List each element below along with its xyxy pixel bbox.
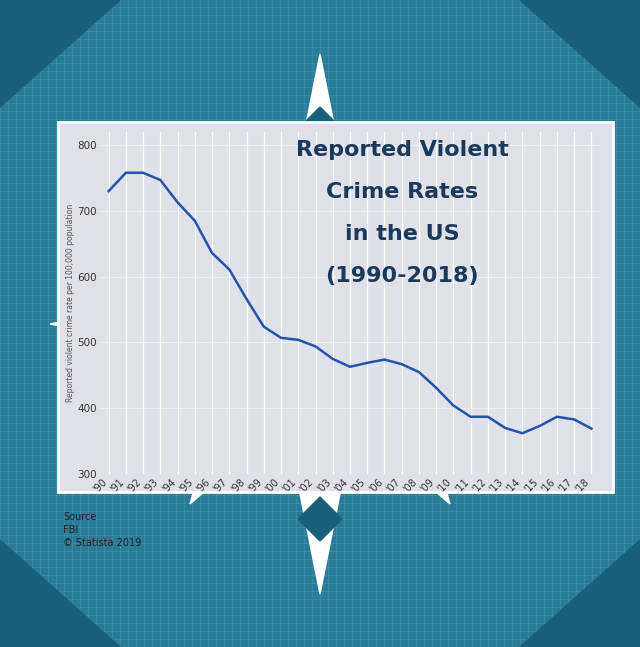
Polygon shape bbox=[340, 344, 500, 454]
Polygon shape bbox=[298, 107, 342, 151]
Polygon shape bbox=[140, 194, 300, 304]
Polygon shape bbox=[290, 54, 350, 204]
Text: (1990-2018): (1990-2018) bbox=[325, 266, 479, 286]
Text: in the US: in the US bbox=[345, 224, 460, 244]
Polygon shape bbox=[298, 497, 342, 541]
Bar bbox=[58, 122, 613, 492]
Polygon shape bbox=[158, 162, 202, 206]
Polygon shape bbox=[255, 259, 385, 389]
Polygon shape bbox=[438, 162, 482, 206]
Text: Source
FBI
© Statista 2019: Source FBI © Statista 2019 bbox=[63, 512, 141, 549]
Polygon shape bbox=[0, 0, 120, 107]
Polygon shape bbox=[440, 294, 590, 354]
Polygon shape bbox=[50, 294, 200, 354]
Polygon shape bbox=[520, 540, 640, 647]
Polygon shape bbox=[290, 444, 350, 594]
Polygon shape bbox=[232, 236, 408, 411]
Text: Crime Rates: Crime Rates bbox=[326, 182, 478, 202]
Polygon shape bbox=[190, 344, 300, 504]
Polygon shape bbox=[103, 302, 147, 346]
Polygon shape bbox=[340, 344, 450, 504]
Polygon shape bbox=[190, 144, 300, 304]
Polygon shape bbox=[0, 540, 120, 647]
Polygon shape bbox=[340, 194, 500, 304]
Y-axis label: Reported violent crime rate per 100,000 population: Reported violent crime rate per 100,000 … bbox=[66, 204, 75, 402]
Text: Reported Violent: Reported Violent bbox=[296, 140, 509, 160]
Polygon shape bbox=[340, 144, 450, 304]
Polygon shape bbox=[158, 442, 202, 486]
Polygon shape bbox=[520, 0, 640, 107]
Polygon shape bbox=[438, 442, 482, 486]
Polygon shape bbox=[140, 344, 300, 454]
Polygon shape bbox=[493, 302, 537, 346]
